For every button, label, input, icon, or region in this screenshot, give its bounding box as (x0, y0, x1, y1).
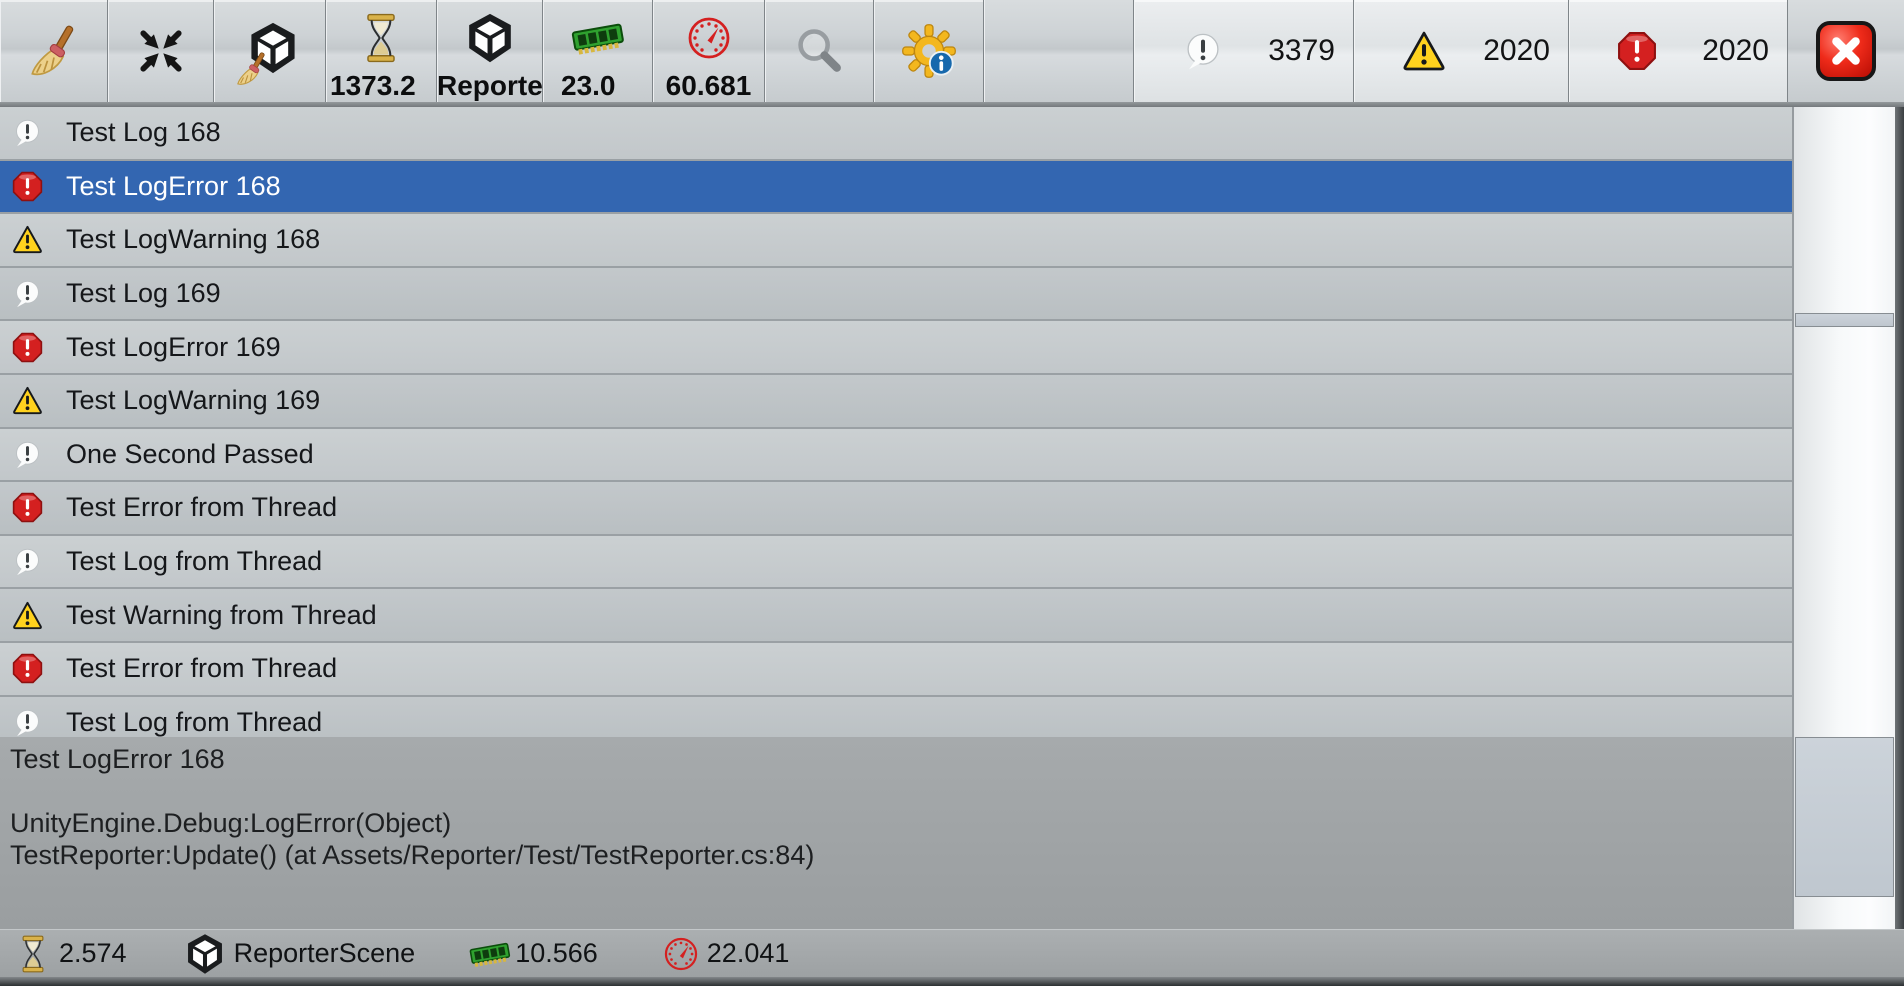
toolbar-divider (0, 102, 1904, 107)
detail-panel: Test LogError 168 UnityEngine.Debug:LogE… (0, 737, 1792, 929)
unity-cube-broom-icon (239, 20, 301, 82)
warning-count-toggle[interactable]: 2020 (1354, 0, 1569, 102)
gear-info-icon (901, 23, 957, 79)
settings-button[interactable] (874, 0, 984, 102)
log-row-text: Test LogWarning 168 (66, 224, 321, 255)
error-icon (12, 653, 43, 684)
detail-blank-line (10, 775, 1782, 807)
warning-icon (12, 385, 43, 416)
status-time: 2.574 (14, 934, 127, 974)
log-row[interactable]: Test Log from Thread (0, 696, 1792, 737)
log-count: 3379 (1268, 34, 1335, 67)
log-icon (12, 278, 43, 309)
log-icon (12, 707, 43, 737)
scrollbar-track[interactable] (1792, 107, 1895, 929)
fps-button[interactable]: 60.681 (653, 0, 765, 102)
close-section (1788, 0, 1904, 102)
log-row-text: Test Error from Thread (66, 492, 338, 523)
error-count-toggle[interactable]: 2020 (1569, 0, 1788, 102)
close-x-icon (1825, 30, 1867, 72)
error-icon (12, 171, 43, 202)
search-button[interactable] (765, 0, 874, 102)
unity-cube-icon (463, 11, 517, 65)
time-value: 1373.2 (330, 70, 416, 101)
log-row-text: One Second Passed (66, 438, 314, 469)
log-row-text: Test LogError 168 (66, 170, 281, 201)
log-icon (12, 117, 43, 148)
unity-cube-icon (183, 932, 227, 976)
toolbar: 1373.2 Reporter 23.0 60.681 3379 2020 (0, 0, 1904, 102)
speedometer-icon (685, 14, 733, 62)
log-row[interactable]: One Second Passed (0, 428, 1792, 483)
error-icon (12, 492, 43, 523)
log-row[interactable]: Test Error from Thread (0, 642, 1792, 697)
log-row[interactable]: Test Log from Thread (0, 535, 1792, 590)
clear-on-scene-loaded-button[interactable] (214, 0, 326, 102)
memory-value: 23.0 (561, 70, 616, 101)
hourglass-icon (356, 10, 406, 66)
log-row[interactable]: Test LogError 169 (0, 321, 1792, 375)
error-icon (12, 332, 43, 363)
close-button[interactable] (1816, 21, 1876, 81)
log-row[interactable]: Test Error from Thread (0, 482, 1792, 536)
log-row[interactable]: Test Warning from Thread (0, 589, 1792, 643)
detail-title: Test LogError 168 (10, 744, 225, 774)
detail-scrollbar-thumb[interactable] (1795, 737, 1894, 897)
speedometer-icon (662, 935, 700, 973)
toolbar-spacer (984, 0, 1134, 102)
search-icon (793, 25, 845, 77)
memory-chip-icon (571, 11, 625, 65)
warning-icon (12, 224, 43, 255)
window-right-border (1895, 107, 1904, 986)
log-row-text: Test LogWarning 169 (66, 385, 321, 416)
log-row[interactable]: Test Log 168 (0, 107, 1792, 161)
log-list-scrollbar-thumb[interactable] (1795, 313, 1894, 327)
log-count-toggle[interactable]: 3379 (1134, 0, 1354, 102)
log-row[interactable]: Test LogWarning 169 (0, 374, 1792, 429)
log-row[interactable]: Test LogError 168 (0, 160, 1792, 215)
warning-icon (12, 600, 43, 631)
stack-trace-line: UnityEngine.Debug:LogError(Object) (10, 808, 452, 838)
log-bubble-icon (1182, 30, 1224, 72)
log-row-text: Test Log from Thread (66, 706, 323, 737)
log-row-text: Test Log from Thread (66, 546, 323, 577)
log-row-text: Test Log 169 (66, 278, 221, 309)
status-bar: 2.574 ReporterScene 10.566 22.041 (0, 929, 1904, 977)
memory-chip-icon (467, 933, 513, 975)
scene-button[interactable]: Reporter (437, 0, 543, 102)
status-time-value: 2.574 (59, 938, 127, 968)
collapse-button[interactable] (108, 0, 214, 102)
error-octagon-icon (1617, 31, 1657, 71)
error-count: 2020 (1702, 34, 1769, 67)
window-bottom-border (0, 977, 1904, 986)
scene-name-label: Reporter (437, 70, 543, 101)
broom-icon (28, 25, 80, 77)
log-icon (12, 439, 43, 470)
log-row[interactable]: Test LogWarning 168 (0, 214, 1792, 268)
log-row-text: Test Error from Thread (66, 653, 338, 684)
status-fps: 22.041 (662, 935, 790, 973)
log-row-text: Test Log 168 (66, 117, 221, 148)
memory-button[interactable]: 23.0 (543, 0, 653, 102)
status-scene: ReporterScene (183, 932, 416, 976)
time-button[interactable]: 1373.2 (326, 0, 437, 102)
clear-logs-button[interactable] (0, 0, 108, 102)
status-memory: 10.566 (467, 933, 598, 975)
stack-trace-line: TestReporter:Update() (at Assets/Reporte… (10, 840, 815, 870)
fps-value: 60.681 (665, 70, 752, 101)
warning-count: 2020 (1483, 34, 1550, 67)
collapse-arrows-icon (136, 26, 186, 76)
status-fps-value: 22.041 (706, 938, 790, 968)
log-icon (12, 546, 43, 577)
hourglass-icon (14, 934, 52, 974)
status-scene-name: ReporterScene (233, 938, 416, 968)
status-memory-value: 10.566 (515, 938, 598, 968)
log-row-text: Test Warning from Thread (66, 599, 377, 630)
log-row[interactable]: Test Log 169 (0, 267, 1792, 322)
warning-triangle-icon (1402, 29, 1446, 73)
log-row-text: Test LogError 169 (66, 331, 281, 362)
log-list: Test Log 168 Test LogError 168 Test LogW… (0, 107, 1792, 737)
